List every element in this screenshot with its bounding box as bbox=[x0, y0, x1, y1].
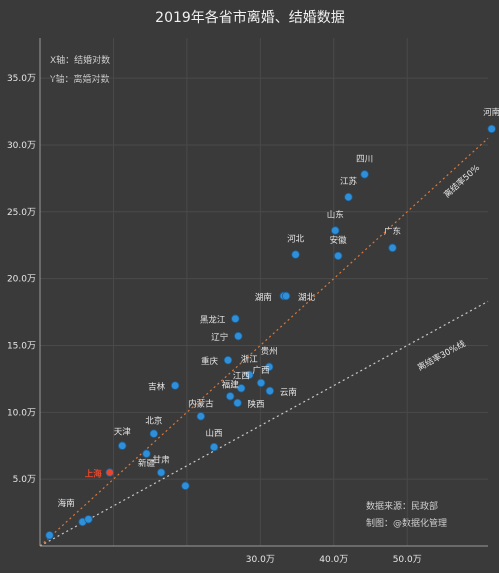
data-point bbox=[344, 192, 353, 202]
data-label: 天津 bbox=[114, 427, 132, 438]
data-point bbox=[209, 442, 219, 452]
data-label: 辽宁 bbox=[211, 332, 228, 343]
data-label: 江苏 bbox=[340, 176, 358, 187]
data-label: 甘肃 bbox=[153, 454, 171, 465]
gridlines bbox=[40, 38, 488, 546]
y-tick-label: 15.0万 bbox=[7, 341, 36, 351]
data-label: 河北 bbox=[287, 234, 305, 245]
data-point bbox=[281, 291, 291, 301]
data-label: 浙江 bbox=[241, 354, 259, 365]
reference-line bbox=[39, 300, 489, 547]
data-label: 云南 bbox=[280, 387, 297, 398]
data-point bbox=[331, 226, 340, 235]
data-label: 陕西 bbox=[248, 399, 265, 410]
axes bbox=[39, 38, 488, 547]
data-point bbox=[265, 386, 275, 396]
data-label: 福建 bbox=[222, 379, 240, 390]
x-tick-label: 40.0万 bbox=[319, 555, 348, 565]
y-tick-label: 30.0万 bbox=[7, 141, 36, 151]
data-point bbox=[118, 441, 127, 450]
data-label: 湖南 bbox=[255, 292, 272, 303]
x-axis-note: X轴：结婚对数 bbox=[50, 54, 110, 66]
data-label: 上海 bbox=[85, 468, 103, 479]
x-tick-label: 50.0万 bbox=[393, 555, 422, 565]
data-point bbox=[256, 378, 266, 388]
data-label: 江西 bbox=[233, 371, 250, 381]
data-point bbox=[196, 412, 206, 421]
data-point bbox=[156, 468, 166, 477]
data-label: 河南 bbox=[483, 107, 499, 118]
data-point bbox=[170, 381, 180, 390]
data-point bbox=[84, 515, 93, 524]
data-point bbox=[291, 250, 300, 259]
data-label: 广西 bbox=[253, 365, 270, 376]
data-point bbox=[142, 449, 151, 458]
data-label: 重庆 bbox=[201, 356, 219, 367]
y-tick-label: 20.0万 bbox=[7, 275, 36, 285]
data-point bbox=[149, 429, 159, 438]
data-point bbox=[181, 481, 190, 491]
data-label: 北京 bbox=[145, 416, 162, 427]
data-label: 吉林 bbox=[148, 382, 166, 393]
data-point bbox=[233, 398, 242, 408]
data-point bbox=[234, 331, 243, 341]
data-point bbox=[360, 170, 369, 179]
data-label: 广东 bbox=[384, 226, 401, 237]
data-label: 山西 bbox=[206, 428, 223, 439]
data-label: 贵州 bbox=[261, 346, 278, 357]
y-tick-label: 35.0万 bbox=[7, 74, 36, 84]
y-tick-label: 25.0万 bbox=[7, 208, 36, 218]
data-point bbox=[45, 531, 54, 540]
y-tick-label: 10.0万 bbox=[7, 408, 36, 418]
reference-line bbox=[39, 137, 489, 547]
data-point bbox=[245, 370, 254, 380]
data-label: 四川 bbox=[356, 154, 373, 164]
source-note: 数据来源：民政部 bbox=[366, 500, 438, 512]
data-label: 海南 bbox=[58, 498, 75, 509]
data-label: 内蒙古 bbox=[188, 398, 214, 409]
data-point bbox=[264, 362, 274, 372]
data-point bbox=[388, 243, 397, 253]
data-point bbox=[105, 468, 114, 477]
data-point bbox=[237, 384, 246, 393]
data-label: 安徽 bbox=[330, 235, 348, 246]
data-point bbox=[226, 392, 235, 401]
x-tick-label: 30.0万 bbox=[246, 555, 275, 565]
data-point bbox=[223, 355, 233, 365]
tick-labels: 5.0万 10.0万 15.0万 20.0万 25.0万 30.0万 35.0万 30.0万 4… bbox=[7, 74, 422, 565]
data-label: 山东 bbox=[327, 210, 344, 221]
y-tick-label: 5.0万 bbox=[13, 475, 36, 485]
data-label: 湖北 bbox=[298, 293, 316, 303]
y-axis-note: Y轴：离婚对数 bbox=[49, 73, 110, 85]
data-label: 黑龙江 bbox=[200, 315, 226, 326]
data-point bbox=[231, 314, 240, 323]
credit-note: 制图：@数据化管理 bbox=[366, 517, 447, 529]
chart-title: 2019年各省市离婚、结婚数据 bbox=[155, 9, 345, 26]
data-point bbox=[487, 124, 496, 134]
data-label: 新疆 bbox=[138, 458, 156, 469]
data-point bbox=[333, 251, 343, 261]
